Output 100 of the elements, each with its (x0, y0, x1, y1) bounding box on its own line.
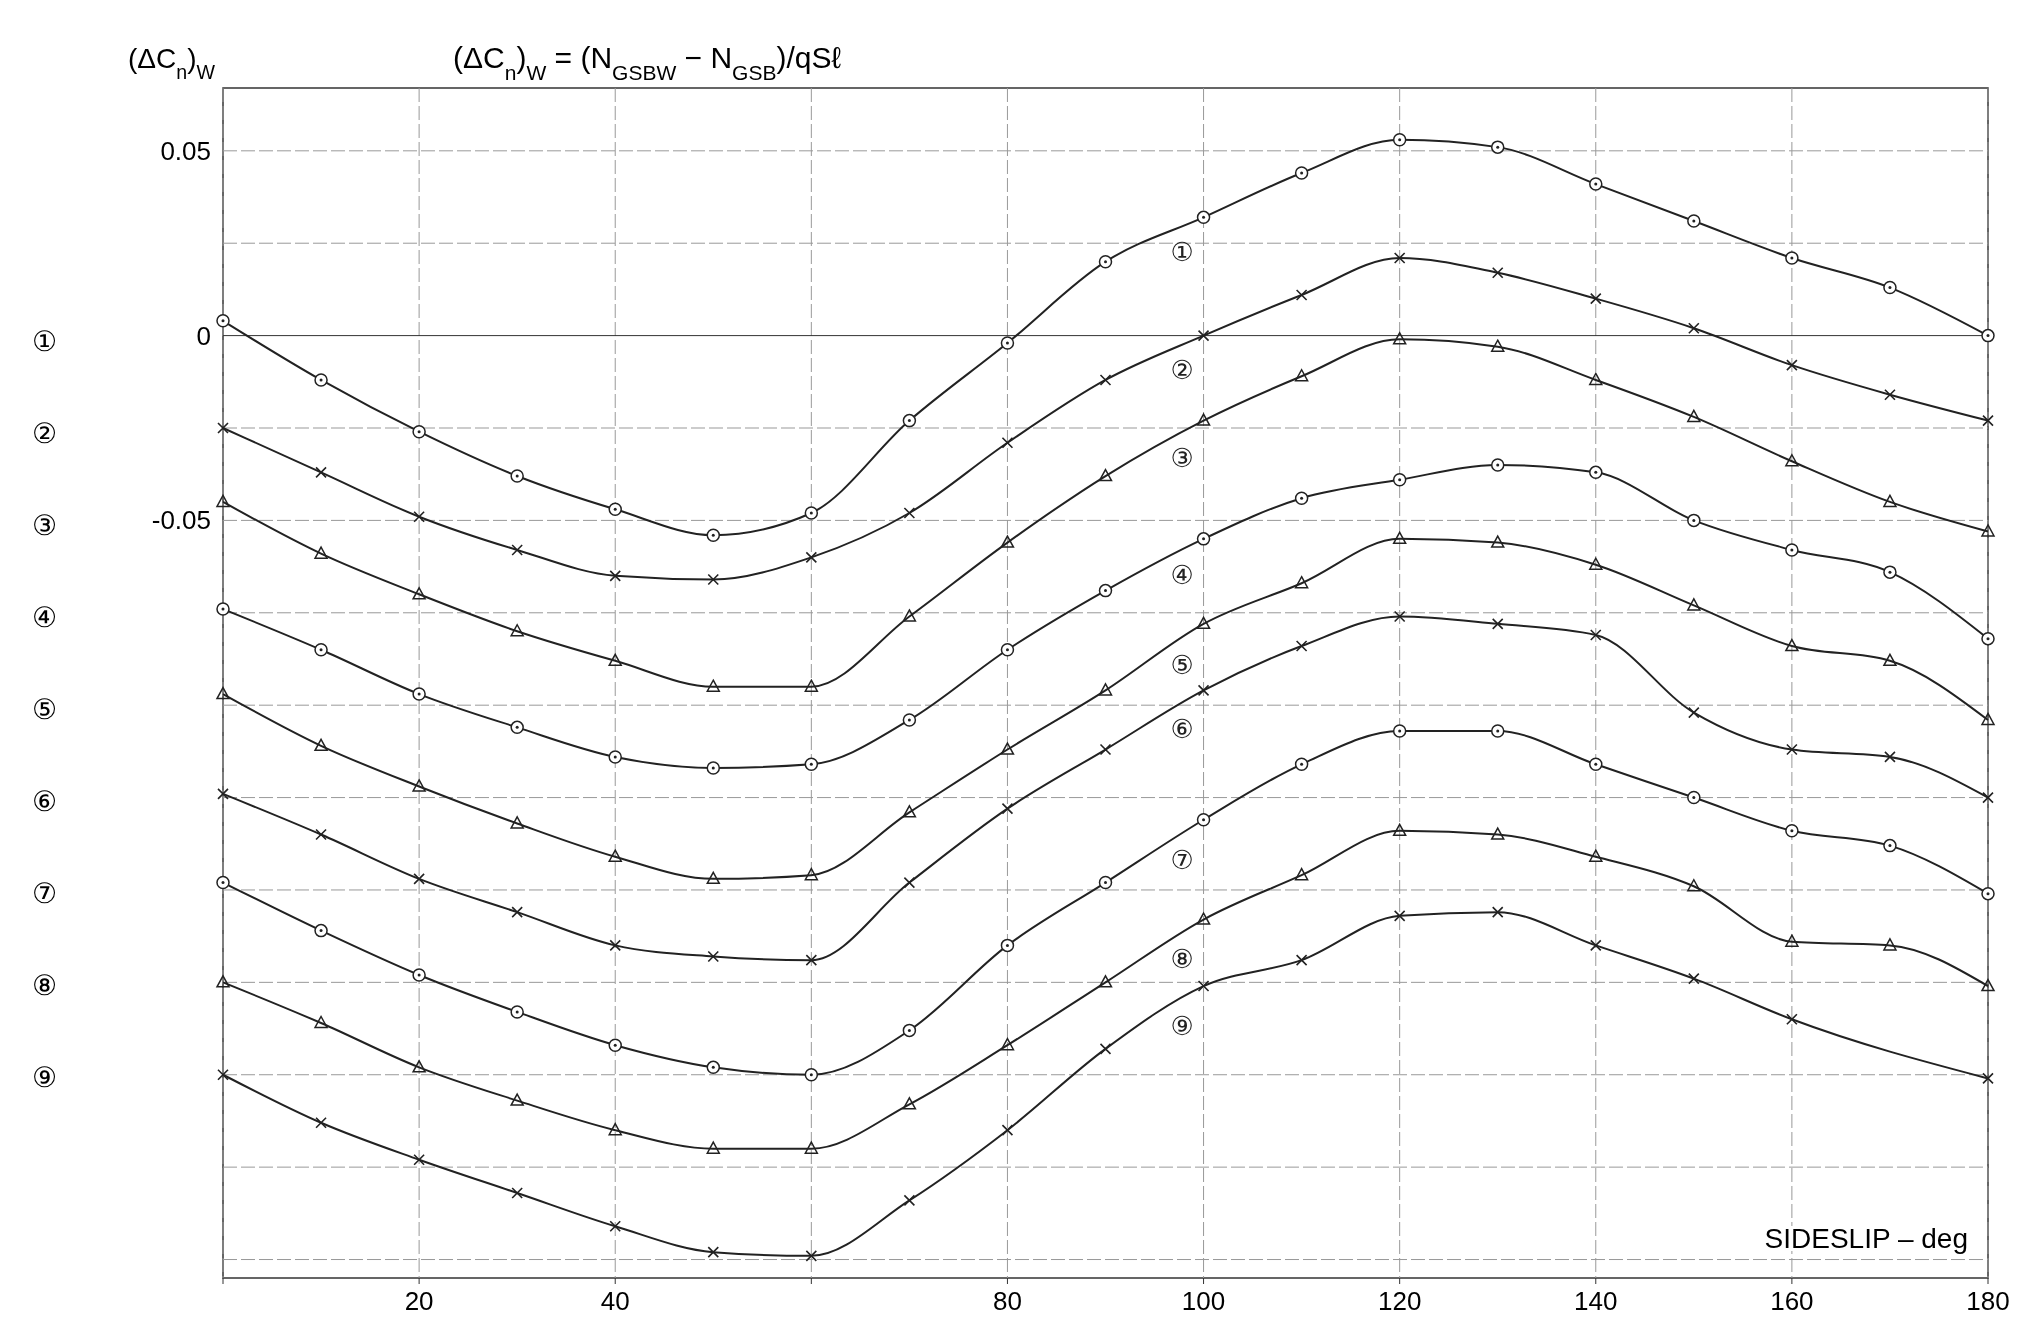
point (1393, 910, 1406, 922)
point (1490, 458, 1505, 472)
point (1687, 513, 1701, 528)
point (1392, 823, 1407, 837)
point (1001, 436, 1014, 449)
point (511, 544, 523, 556)
series-label: ⑦ (1170, 844, 1194, 875)
point (608, 1122, 622, 1136)
point (216, 686, 230, 700)
point (510, 1005, 524, 1019)
point (1196, 912, 1211, 925)
x-axis-title: SIDESLIP – deg (1764, 1223, 1968, 1254)
point (510, 816, 524, 829)
point (1000, 938, 1015, 953)
series-label: ② (1170, 354, 1194, 385)
x-tick-label: 160 (1770, 1286, 1814, 1316)
point (1981, 328, 1995, 343)
chart-title: (ΔC$_{n}$)$_{W}$ = (N$_{GSBW}$ − N$_{GSB}$)/qSℓ (453, 41, 842, 84)
point (804, 1141, 819, 1154)
y-tick-label: 0.05 (160, 135, 211, 166)
text: ⑤ (32, 694, 58, 725)
point (1981, 524, 1995, 537)
point (1589, 372, 1603, 386)
point (510, 1093, 524, 1106)
point (1785, 251, 1799, 265)
point (1490, 724, 1505, 738)
point (902, 609, 917, 622)
point (315, 1116, 327, 1129)
point (217, 788, 229, 800)
point (608, 750, 622, 764)
point (1294, 575, 1309, 589)
x-tick-label: 180 (1966, 1286, 2010, 1316)
point (1196, 413, 1211, 426)
point (413, 510, 425, 523)
point (804, 757, 819, 772)
series-label: ③ (1170, 443, 1194, 474)
y-axis-title: (ΔC$_{n}$)$_{W}$ (128, 43, 216, 83)
point (1196, 616, 1211, 630)
point (609, 939, 622, 952)
point (1197, 980, 1210, 992)
point (1197, 329, 1210, 342)
point (1295, 640, 1308, 652)
point (1098, 875, 1113, 890)
text: ② (32, 418, 58, 449)
series-label: ⑥ (1170, 714, 1194, 745)
point (902, 805, 917, 818)
point (902, 713, 917, 727)
point (314, 1015, 328, 1029)
point (1000, 742, 1015, 755)
point (314, 373, 328, 387)
point (1490, 140, 1505, 154)
point (1490, 339, 1505, 352)
point (1688, 972, 1700, 985)
point (1589, 757, 1603, 772)
point (511, 1187, 523, 1199)
point (217, 422, 229, 434)
point (314, 923, 328, 938)
point (706, 1060, 721, 1075)
point (511, 906, 523, 918)
point (1098, 468, 1113, 482)
point (1393, 252, 1406, 264)
point (412, 968, 426, 982)
point (1687, 409, 1701, 423)
point (314, 642, 328, 657)
point (1982, 1072, 1994, 1085)
point (1196, 210, 1211, 225)
point (1392, 531, 1407, 545)
x-tick-label: 100 (1181, 1286, 1226, 1316)
point (1000, 1037, 1015, 1051)
point (1785, 824, 1799, 838)
point (608, 849, 622, 862)
point (1099, 743, 1112, 756)
point (1589, 292, 1602, 305)
point (1295, 289, 1308, 301)
point (1982, 414, 1994, 427)
point (1294, 491, 1309, 505)
point (1981, 631, 1995, 646)
point (706, 528, 721, 542)
point (1687, 790, 1701, 805)
x-tick-label: 140 (1574, 1286, 1618, 1316)
point (1785, 454, 1799, 467)
point (1883, 494, 1897, 508)
point (1883, 280, 1897, 295)
point (315, 828, 327, 841)
point (804, 679, 819, 692)
point (1490, 535, 1505, 548)
point (412, 779, 426, 792)
point (412, 1060, 426, 1073)
point (609, 570, 622, 582)
point (314, 738, 328, 752)
point (1687, 598, 1701, 611)
y-tick-label: -0.05 (151, 505, 211, 536)
text: ③ (32, 510, 58, 541)
point (510, 469, 524, 483)
point (1785, 934, 1799, 947)
point (903, 1194, 916, 1207)
point (1589, 849, 1603, 862)
text: ⑦ (32, 878, 58, 909)
point (1099, 1043, 1112, 1055)
point (902, 413, 917, 428)
